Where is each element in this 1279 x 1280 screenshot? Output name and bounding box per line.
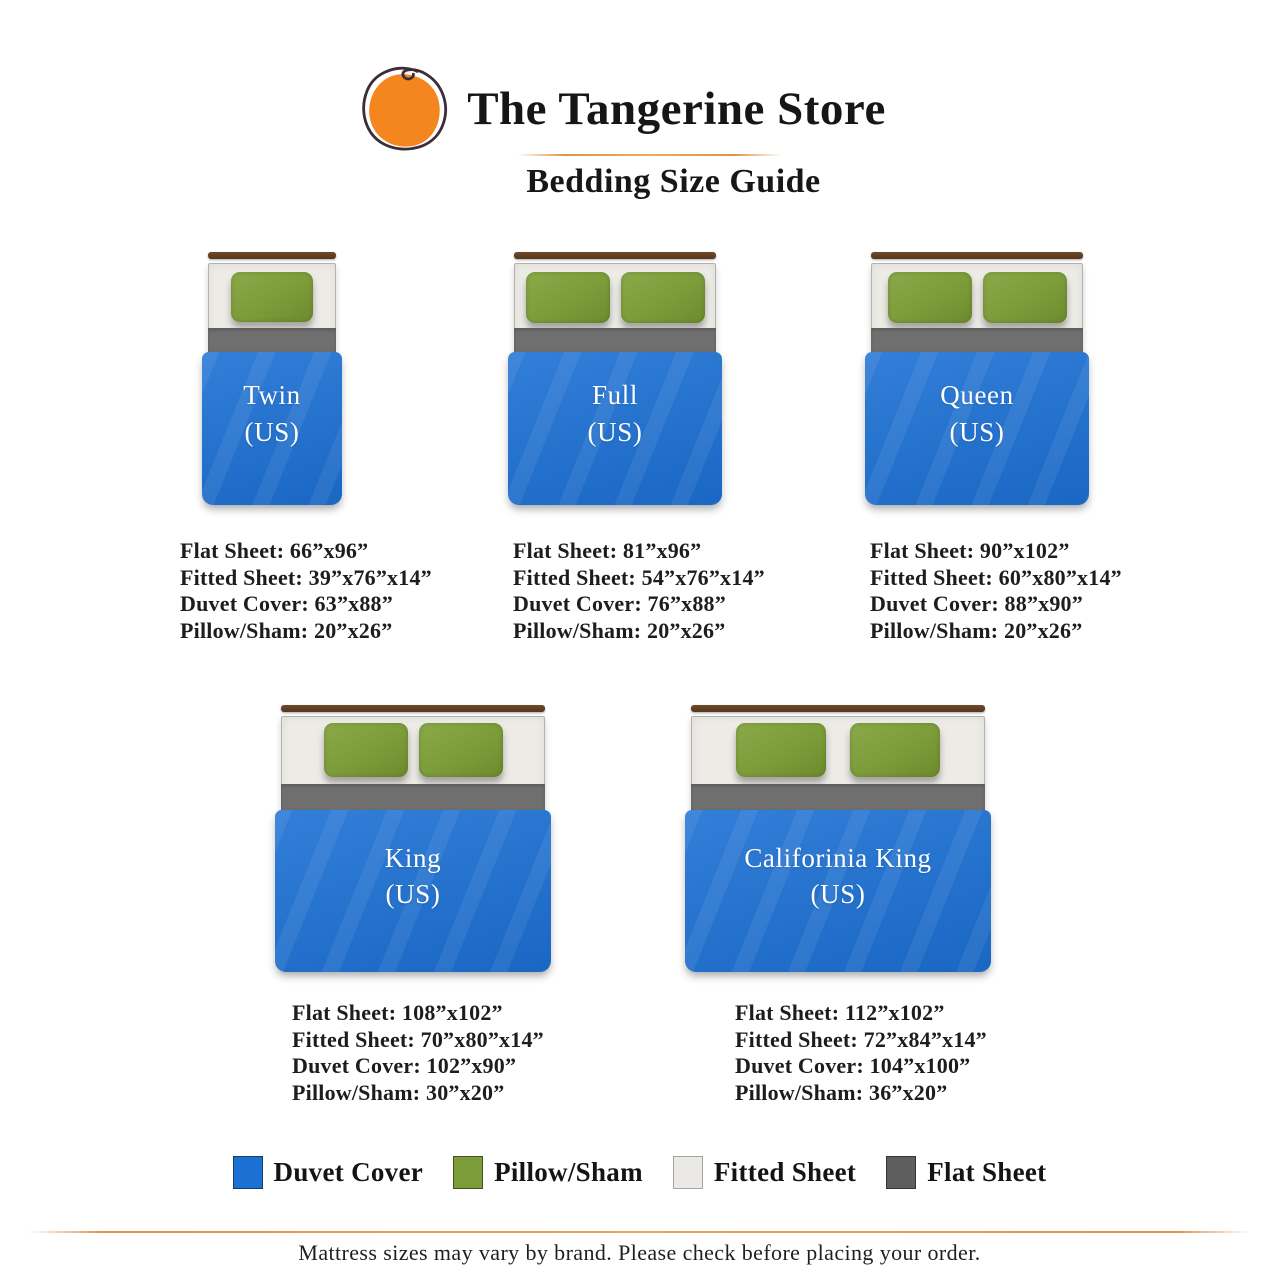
pillow (887, 272, 972, 323)
bed-name: King (384, 842, 442, 873)
bed-name: Full (592, 380, 638, 411)
bed-region: (US) (385, 879, 441, 909)
duvet-cover: Queen (US) (865, 352, 1089, 505)
headboard (691, 705, 985, 712)
headboard (871, 252, 1083, 259)
spec-line: Duvet Cover: 102”x90” (292, 1053, 517, 1078)
tangerine-icon (357, 62, 451, 156)
spec-line: Fitted Sheet: 39”x76”x14” (180, 564, 432, 590)
spec-line: Pillow/Sham: 36”x20” (735, 1079, 948, 1105)
store-name: The Tangerine Store (467, 83, 886, 135)
legend: Duvet Cover Pillow/Sham Fitted Sheet Fla… (0, 1156, 1279, 1189)
bed-label-full: Full (US) (588, 377, 643, 449)
pillow (620, 272, 705, 323)
spec-line: Fitted Sheet: 54”x76”x14” (513, 564, 765, 590)
pillow-row (865, 272, 1089, 323)
spec-block-california-king: Flat Sheet: 112”x102” Fitted Sheet: 72”x… (735, 1000, 987, 1106)
bed-diagram-queen: Queen (US) (865, 252, 1089, 505)
bed-region: (US) (244, 416, 300, 447)
bed-diagram-king: King (US) (275, 705, 551, 972)
brand-header: The Tangerine Store (0, 62, 1261, 156)
pillow (323, 723, 408, 777)
legend-label: Flat Sheet (927, 1157, 1047, 1187)
spec-line: Duvet Cover: 76”x88” (513, 591, 726, 616)
spec-line: Pillow/Sham: 20”x26” (513, 617, 726, 643)
headboard (208, 252, 336, 259)
spec-block-full: Flat Sheet: 81”x96” Fitted Sheet: 54”x76… (513, 538, 765, 644)
flat-sheet-band (281, 784, 545, 811)
pillow-row (508, 272, 722, 323)
flat-sheet-band (514, 328, 716, 353)
flat-sheet-band (871, 328, 1083, 353)
spec-line: Flat Sheet: 112”x102” (735, 1000, 945, 1025)
duvet-cover: Twin (US) (202, 352, 342, 505)
spec-block-king: Flat Sheet: 108”x102” Fitted Sheet: 70”x… (292, 1000, 544, 1106)
spec-line: Duvet Cover: 63”x88” (180, 591, 393, 616)
bed-diagram-full: Full (US) (508, 252, 722, 505)
spec-line: Pillow/Sham: 30”x20” (292, 1079, 505, 1105)
legend-label: Duvet Cover (273, 1157, 424, 1187)
pillow-sham-swatch (453, 1156, 484, 1189)
duvet-cover: King (US) (275, 810, 551, 972)
spec-line: Flat Sheet: 90”x102” (870, 538, 1070, 563)
bed-label-twin: Twin (US) (243, 377, 301, 449)
pillow (982, 272, 1067, 323)
bed-name: Queen (940, 380, 1014, 411)
flat-sheet-swatch (886, 1156, 917, 1189)
spec-line: Flat Sheet: 81”x96” (513, 538, 702, 563)
footer-note: Mattress sizes may vary by brand. Please… (298, 1240, 981, 1265)
flat-sheet-band (208, 328, 336, 353)
headboard (281, 705, 545, 712)
duvet-cover: Full (US) (508, 352, 722, 505)
spec-line: Fitted Sheet: 72”x84”x14” (735, 1026, 987, 1052)
header-divider (517, 154, 782, 156)
pillow-row (202, 272, 342, 322)
bed-label-king: King (US) (385, 840, 441, 912)
spec-block-queen: Flat Sheet: 90”x102” Fitted Sheet: 60”x8… (870, 538, 1122, 644)
spec-line: Flat Sheet: 108”x102” (292, 1000, 503, 1025)
legend-item-fitted-sheet: Fitted Sheet (672, 1156, 857, 1189)
spec-line: Fitted Sheet: 70”x80”x14” (292, 1026, 544, 1052)
legend-label: Pillow/Sham (494, 1157, 643, 1187)
bed-region: (US) (810, 879, 866, 909)
legend-item-flat-sheet: Flat Sheet (886, 1156, 1046, 1189)
flat-sheet-band (691, 784, 985, 811)
legend-item-duvet-cover: Duvet Cover (232, 1156, 424, 1189)
pillow-row (685, 723, 991, 777)
footer-divider (28, 1231, 1251, 1233)
spec-line: Pillow/Sham: 20”x26” (870, 617, 1083, 643)
spec-line: Duvet Cover: 88”x90” (870, 591, 1083, 616)
pillow (850, 723, 940, 777)
duvet-cover: Califorinia King (US) (685, 810, 991, 972)
bed-region: (US) (587, 416, 643, 447)
spec-line: Fitted Sheet: 60”x80”x14” (870, 564, 1122, 590)
bed-diagram-california-king: Califorinia King (US) (685, 705, 991, 972)
pillow-row (275, 723, 551, 777)
pillow (418, 723, 503, 777)
bed-label-california-king: Califorinia King (US) (744, 840, 931, 912)
pillow (736, 723, 826, 777)
spec-line: Flat Sheet: 66”x96” (180, 538, 369, 563)
page-title: Bedding Size Guide (526, 163, 821, 200)
fitted-sheet-swatch (672, 1156, 703, 1189)
bed-name: Twin (243, 380, 301, 411)
spec-line: Duvet Cover: 104”x100” (735, 1053, 971, 1078)
headboard (514, 252, 716, 259)
pillow (525, 272, 610, 323)
spec-block-twin: Flat Sheet: 66”x96” Fitted Sheet: 39”x76… (180, 538, 432, 644)
legend-label: Fitted Sheet (713, 1157, 857, 1187)
bed-name: Califorinia King (744, 842, 932, 873)
bed-diagram-twin: Twin (US) (202, 252, 342, 505)
spec-line: Pillow/Sham: 20”x26” (180, 617, 393, 643)
bed-region: (US) (949, 416, 1005, 447)
duvet-cover-swatch (232, 1156, 263, 1189)
pillow (231, 272, 313, 322)
bed-label-queen: Queen (US) (940, 377, 1013, 449)
legend-item-pillow-sham: Pillow/Sham (453, 1156, 643, 1189)
